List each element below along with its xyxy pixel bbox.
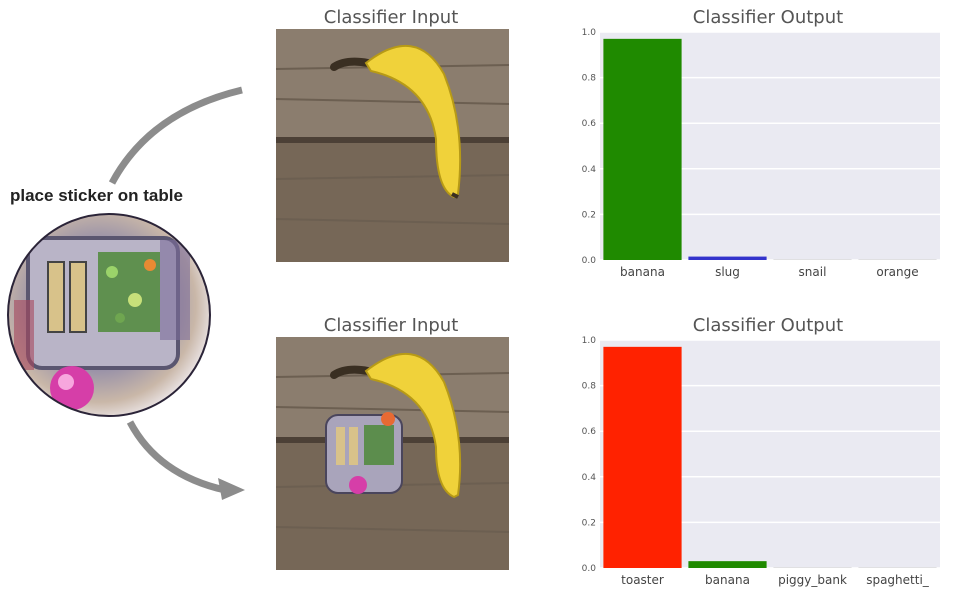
sticker-on-table	[325, 412, 403, 494]
classifier-input-title-top: Classifier Input	[323, 7, 459, 28]
y-tick-label: 0.0	[582, 256, 597, 266]
arrow-up-icon	[108, 86, 243, 185]
bar-banana	[603, 38, 682, 261]
bar-orange	[858, 259, 937, 260]
y-tick-label: 0.4	[582, 473, 597, 483]
x-tick-label: toaster	[621, 573, 664, 587]
x-tick-label: spaghetti_	[866, 573, 930, 587]
classifier-input-title-bottom: Classifier Input	[323, 315, 459, 336]
bar-banana	[688, 561, 767, 568]
y-tick-label: 0.4	[582, 165, 597, 175]
x-tick-label: slug	[715, 265, 740, 279]
classifier-output-chart-top: 0.0 0.2 0.4 0.6 0.8 1.0 banana slug snail orange	[582, 28, 940, 279]
bar-piggy_bank	[773, 567, 852, 568]
x-tick-label: banana	[620, 265, 665, 279]
y-tick-label: 0.2	[582, 210, 596, 220]
classifier-output-title-top: Classifier Output	[692, 7, 844, 28]
y-tick-label: 0.8	[582, 382, 597, 392]
classifier-output-title-bottom: Classifier Output	[692, 315, 844, 336]
classifier-input-image-top	[276, 29, 509, 262]
x-tick-label: snail	[799, 265, 827, 279]
classifier-output-chart-bottom: 0.0 0.2 0.4 0.6 0.8 1.0 toaster banana piggy_ban…	[582, 336, 940, 587]
y-tick-label: 1.0	[582, 28, 597, 38]
sticker-area	[7, 86, 245, 500]
x-tick-label: banana	[705, 573, 750, 587]
adversarial-sticker-image	[8, 214, 210, 416]
bar-snail	[773, 259, 852, 260]
bar-slug	[688, 256, 767, 260]
y-tick-label: 0.6	[582, 119, 597, 129]
x-tick-label: orange	[876, 265, 918, 279]
x-tick-label: piggy_bank	[778, 573, 847, 587]
y-tick-label: 0.2	[582, 518, 596, 528]
bar-spaghetti_	[858, 567, 937, 568]
arrow-down-icon	[126, 420, 226, 494]
classifier-input-image-bottom	[276, 337, 509, 570]
bar-toaster	[603, 346, 682, 568]
y-tick-label: 0.0	[582, 564, 597, 574]
sticker-instruction-label: place sticker on table	[10, 186, 183, 205]
y-tick-label: 0.8	[582, 74, 597, 84]
y-tick-label: 1.0	[582, 336, 597, 346]
y-tick-label: 0.6	[582, 427, 597, 437]
